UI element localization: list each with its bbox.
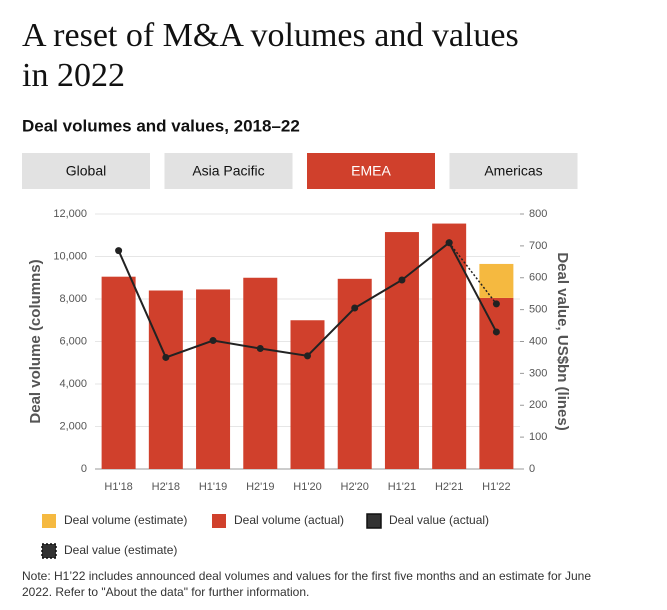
point <box>492 328 500 336</box>
point <box>162 353 170 361</box>
y2-axis-title: Deal value, US$bn (lines) <box>554 252 571 430</box>
bar <box>196 289 231 469</box>
bar <box>432 223 467 469</box>
bar <box>243 277 278 469</box>
y-tick-label: 8,000 <box>59 293 87 305</box>
bar <box>384 232 419 469</box>
point <box>398 276 406 284</box>
bar <box>479 297 514 469</box>
y-tick-label: 10,000 <box>53 250 87 262</box>
tab-label[interactable]: Americas <box>484 163 542 179</box>
y2-tick-label: 700 <box>529 240 547 252</box>
point <box>492 300 500 308</box>
x-tick-label: H2'21 <box>435 481 463 493</box>
y2-tick-label: 300 <box>529 367 547 379</box>
page-title: A reset of M&A volumes and values <box>22 17 519 54</box>
tab[interactable] <box>449 153 578 189</box>
point <box>115 247 123 255</box>
y-tick-label: 12,000 <box>53 208 87 220</box>
y2-tick-label: 100 <box>529 431 547 443</box>
x-tick-label: H2'20 <box>341 481 369 493</box>
tab-label[interactable]: Global <box>66 163 106 179</box>
x-tick-label: H2'19 <box>246 481 274 493</box>
legend-label: Deal value (actual) <box>389 513 489 527</box>
legend-label: Deal value (estimate) <box>64 543 177 557</box>
bar <box>148 290 183 469</box>
chart: A reset of M&A volumes and values in 202… <box>22 17 578 559</box>
tab[interactable] <box>22 153 150 189</box>
y2-tick-label: 600 <box>529 272 547 284</box>
x-tick-label: H2'18 <box>152 481 180 493</box>
tab[interactable] <box>307 153 435 189</box>
y2-tick-label: 0 <box>529 463 535 475</box>
bar <box>101 276 136 469</box>
chart-title: Deal volumes and values, 2018–22 <box>22 116 300 135</box>
line <box>448 242 497 305</box>
bar <box>479 263 514 298</box>
y-tick-label: 2,000 <box>59 420 87 432</box>
legend-swatch <box>41 543 57 559</box>
y2-tick-label: 500 <box>529 304 547 316</box>
x-tick-label: H1'18 <box>104 481 132 493</box>
tab[interactable] <box>164 153 293 189</box>
tab-label[interactable]: EMEA <box>351 163 391 179</box>
page-title: in 2022 <box>22 57 125 94</box>
legend-swatch <box>212 514 226 528</box>
y2-tick-label: 800 <box>529 208 547 220</box>
y-tick-label: 6,000 <box>59 335 87 347</box>
x-tick-label: H1'20 <box>293 481 321 493</box>
y2-tick-label: 200 <box>529 399 547 411</box>
point <box>351 304 359 312</box>
legend-swatch <box>366 513 382 529</box>
y-axis-title: Deal volume (columns) <box>27 259 44 423</box>
point <box>445 239 453 247</box>
y-tick-label: 4,000 <box>59 378 87 390</box>
y2-tick-label: 400 <box>529 335 547 347</box>
x-tick-label: H1'22 <box>482 481 510 493</box>
note: Note: H1’22 includes announced deal volu… <box>22 569 591 599</box>
legend-swatch <box>42 514 56 528</box>
x-tick-label: H1'19 <box>199 481 227 493</box>
y-tick-label: 0 <box>81 463 87 475</box>
legend-label: Deal volume (estimate) <box>64 513 187 527</box>
x-tick-label: H1'21 <box>388 481 416 493</box>
point <box>304 352 311 360</box>
point <box>256 345 264 353</box>
legend-label: Deal volume (actual) <box>234 513 344 527</box>
point <box>209 337 217 345</box>
tab-label[interactable]: Asia Pacific <box>192 163 264 179</box>
